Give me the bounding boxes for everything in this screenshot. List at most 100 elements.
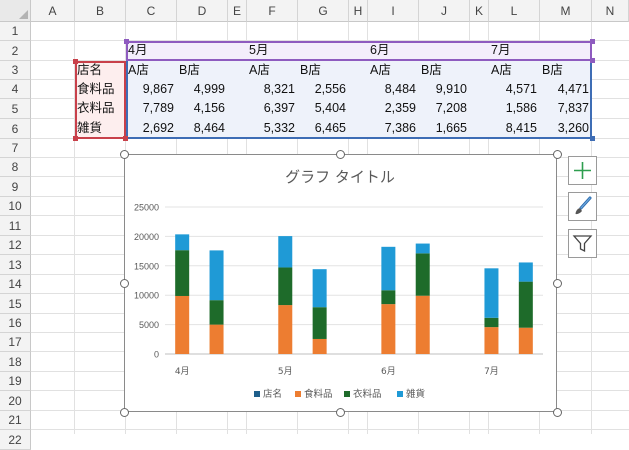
column-header-b[interactable]: B [75, 0, 126, 22]
resize-handle-top-right[interactable] [553, 150, 562, 159]
row-header-3[interactable]: 3 [0, 61, 31, 80]
series-range-handle-br[interactable] [590, 58, 595, 63]
row-header-14[interactable]: 14 [0, 275, 31, 294]
series-name-range[interactable] [126, 41, 592, 61]
column-header-e[interactable]: E [228, 0, 247, 22]
column-header-h[interactable]: H [349, 0, 368, 22]
row-header-20[interactable]: 20 [0, 391, 31, 411]
store-a-cell[interactable]: A店 [249, 63, 270, 77]
category-range-handle-tl[interactable] [73, 59, 78, 64]
row-header-16[interactable]: 16 [0, 314, 31, 333]
value-cell[interactable]: 3,260 [557, 121, 589, 135]
month-header-cell[interactable]: 6月 [370, 43, 390, 57]
row-header-18[interactable]: 18 [0, 352, 31, 372]
column-header-g[interactable]: G [298, 0, 349, 22]
store-a-cell[interactable]: A店 [491, 63, 512, 77]
item-label-cell[interactable]: 食料品 [77, 82, 115, 96]
row-header-19[interactable]: 19 [0, 372, 31, 391]
row-header-9[interactable]: 9 [0, 177, 31, 197]
value-cell[interactable]: 8,415 [505, 121, 537, 135]
column-header-j[interactable]: J [419, 0, 470, 22]
column-header-m[interactable]: M [540, 0, 592, 22]
column-header-i[interactable]: I [368, 0, 419, 22]
resize-handle-top-left[interactable] [120, 150, 129, 159]
store-a-cell[interactable]: A店 [128, 63, 149, 77]
store-b-cell[interactable]: B店 [300, 63, 321, 77]
value-cell[interactable]: 9,910 [435, 82, 467, 96]
item-label-cell[interactable]: 衣料品 [77, 101, 115, 115]
row-header-15[interactable]: 15 [0, 294, 31, 314]
row-header-13[interactable]: 13 [0, 255, 31, 275]
value-cell[interactable]: 2,692 [142, 121, 174, 135]
value-cell[interactable]: 8,321 [263, 82, 295, 96]
store-header-cell[interactable]: 店名 [77, 63, 103, 77]
column-header-k[interactable]: K [470, 0, 489, 22]
row-header-1[interactable]: 1 [0, 22, 31, 41]
chart-elements-button[interactable] [568, 156, 597, 185]
store-b-cell[interactable]: B店 [542, 63, 563, 77]
value-cell[interactable]: 1,665 [435, 121, 467, 135]
month-header-cell[interactable]: 4月 [128, 43, 148, 57]
value-cell[interactable]: 7,208 [435, 101, 467, 115]
store-a-cell[interactable]: A店 [370, 63, 391, 77]
column-header-a[interactable]: A [31, 0, 75, 22]
row-header-10[interactable]: 10 [0, 197, 31, 216]
value-cell[interactable]: 7,837 [557, 101, 589, 115]
series-range-handle-tl[interactable] [124, 39, 129, 44]
store-b-cell[interactable]: B店 [179, 63, 200, 77]
month-header-cell[interactable]: 5月 [249, 43, 269, 57]
resize-handle-top[interactable] [336, 150, 345, 159]
value-cell[interactable]: 9,867 [142, 82, 174, 96]
row-header-4[interactable]: 4 [0, 80, 31, 99]
value-cell[interactable]: 6,397 [263, 101, 295, 115]
row-header-11[interactable]: 11 [0, 216, 31, 236]
value-cell[interactable]: 4,571 [505, 82, 537, 96]
value-cell[interactable]: 7,386 [384, 121, 416, 135]
value-cell[interactable]: 4,999 [193, 82, 225, 96]
column-header-d[interactable]: D [177, 0, 228, 22]
chart-styles-button[interactable] [568, 192, 597, 221]
data-range-handle-br[interactable] [590, 136, 595, 141]
category-range[interactable] [75, 61, 126, 139]
value-cell[interactable]: 8,484 [384, 82, 416, 96]
value-cell[interactable]: 4,471 [557, 82, 589, 96]
category-range-handle-br[interactable] [123, 136, 128, 141]
value-cell[interactable]: 5,332 [263, 121, 295, 135]
column-header-c[interactable]: C [126, 0, 177, 22]
row-header-22[interactable]: 22 [0, 430, 31, 450]
row-header-7[interactable]: 7 [0, 139, 31, 158]
value-cell[interactable]: 2,359 [384, 101, 416, 115]
value-cell[interactable]: 5,404 [314, 101, 346, 115]
value-cell[interactable]: 1,586 [505, 101, 537, 115]
store-b-cell[interactable]: B店 [421, 63, 442, 77]
chart-object[interactable]: グラフ タイトル 0 5000 10000 15000 20000 25000 4月 5月 6月 7… [124, 154, 557, 412]
value-cell[interactable]: 8,464 [193, 121, 225, 135]
item-label-cell[interactable]: 雑貨 [77, 121, 103, 135]
data-range[interactable] [126, 61, 592, 139]
resize-handle-bottom-left[interactable] [120, 408, 129, 417]
value-cell[interactable]: 4,156 [193, 101, 225, 115]
value-cell[interactable]: 2,556 [314, 82, 346, 96]
row-header-8[interactable]: 8 [0, 158, 31, 177]
row-header-12[interactable]: 12 [0, 236, 31, 255]
chart-filters-button[interactable] [568, 229, 597, 258]
category-range-handle-bl[interactable] [73, 136, 78, 141]
select-all-corner[interactable] [0, 0, 31, 22]
row-header-17[interactable]: 17 [0, 333, 31, 352]
value-cell[interactable]: 7,789 [142, 101, 174, 115]
month-header-cell[interactable]: 7月 [491, 43, 511, 57]
row-header-5[interactable]: 5 [0, 99, 31, 119]
column-header-n[interactable]: N [592, 0, 629, 22]
row-header-21[interactable]: 21 [0, 411, 31, 430]
column-header-l[interactable]: L [489, 0, 540, 22]
column-header-f[interactable]: F [247, 0, 298, 22]
resize-handle-left[interactable] [120, 279, 129, 288]
resize-handle-right[interactable] [553, 279, 562, 288]
resize-handle-bottom-right[interactable] [553, 408, 562, 417]
value-cell[interactable]: 6,465 [314, 121, 346, 135]
series-range-handle-tr[interactable] [590, 39, 595, 44]
resize-handle-bottom[interactable] [336, 408, 345, 417]
row-header-2[interactable]: 2 [0, 41, 31, 61]
row-header-6[interactable]: 6 [0, 119, 31, 139]
